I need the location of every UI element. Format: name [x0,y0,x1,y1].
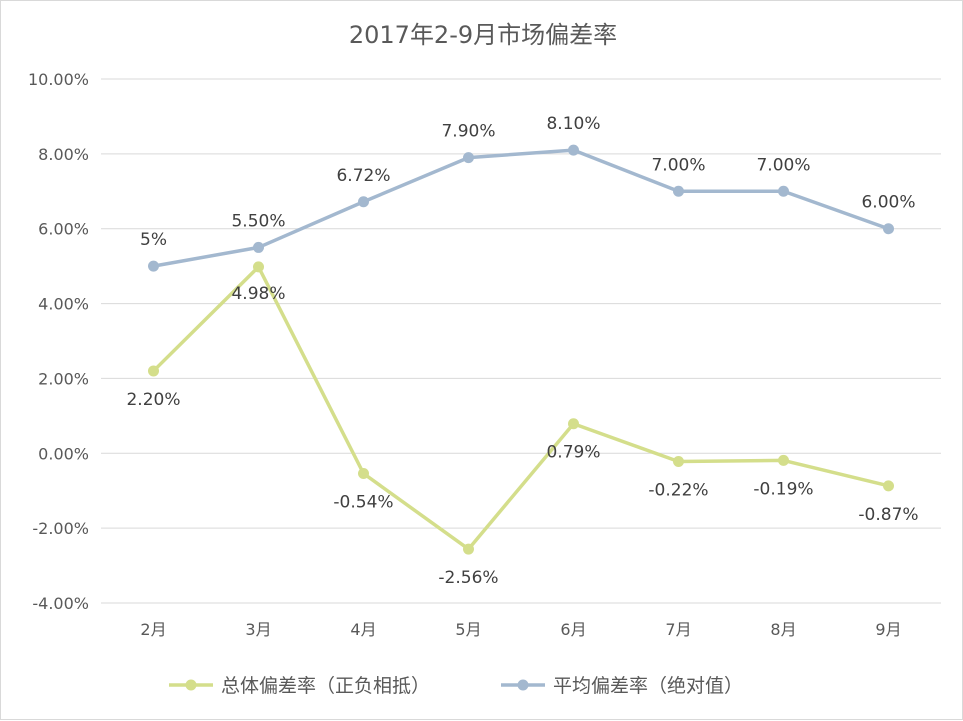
data-point [253,241,264,253]
data-point [778,454,789,466]
x-tick-label: 5月 [455,620,481,639]
data-label: 5.50% [231,211,285,231]
data-point [673,456,684,468]
y-axis-ticks: -4.00% -2.00% 0.00% 2.00% 4.00% 6.00% 8.00% 10.… [28,70,89,613]
x-tick-label: 7月 [665,620,691,639]
data-label: 2.20% [126,390,180,410]
data-label: 0.79% [546,443,600,463]
y-tick-label: 2.00% [38,369,89,388]
data-label: 7.90% [441,122,495,142]
data-label: 7.00% [651,155,705,175]
data-point [883,480,894,492]
y-tick-label: -2.00% [32,519,89,538]
x-tick-label: 9月 [875,620,901,639]
data-label: 6.00% [861,193,915,213]
data-point [253,261,264,273]
x-axis-ticks: 2月 3月 4月 5月 6月 7月 8月 9月 [140,620,901,639]
y-tick-label: 10.00% [28,70,89,89]
x-tick-label: 2月 [140,620,166,639]
legend-label: 平均偏差率（绝对值） [553,675,743,697]
data-point [673,185,684,197]
data-label: 7.00% [756,155,810,175]
y-tick-label: 4.00% [38,295,89,314]
data-label: 8.10% [546,114,600,134]
x-tick-label: 3月 [245,620,271,639]
data-point [148,365,159,377]
x-tick-label: 4月 [350,620,376,639]
data-point [463,152,474,164]
data-label: -0.54% [333,492,393,512]
series-line [153,148,890,268]
data-label: 6.72% [336,166,390,186]
legend: 总体偏差率（正负相抵） 平均偏差率（绝对值） [169,675,743,697]
chart-title: 2017年2-9月市场偏差率 [349,21,617,49]
data-point [148,260,159,272]
x-tick-label: 6月 [560,620,586,639]
data-point [358,196,369,208]
data-point [463,543,474,555]
y-tick-label: 6.00% [38,220,89,239]
data-label: -0.22% [648,481,708,501]
series-line [152,265,889,551]
series-lines [148,144,894,555]
legend-swatch-marker [517,679,529,691]
data-point [568,144,579,156]
data-label: -2.56% [438,568,498,588]
data-label: -0.19% [753,479,813,499]
legend-label: 总体偏差率（正负相抵） [221,675,430,697]
legend-swatch-marker [185,679,197,691]
data-point [568,418,579,430]
data-point [778,185,789,197]
x-tick-label: 8月 [770,620,796,639]
data-label: 5% [140,230,167,250]
data-label: -0.87% [858,505,918,525]
y-tick-label: 0.00% [38,444,89,463]
data-point [358,467,369,479]
gridlines [101,78,941,604]
y-tick-label: -4.00% [32,594,89,613]
data-label: 4.98% [231,284,285,304]
y-tick-label: 8.00% [38,145,89,164]
data-labels: 2.20% 4.98% -0.54% -2.56% 0.79% -0.22% -0.19% -… [126,114,918,588]
data-point [883,223,894,235]
